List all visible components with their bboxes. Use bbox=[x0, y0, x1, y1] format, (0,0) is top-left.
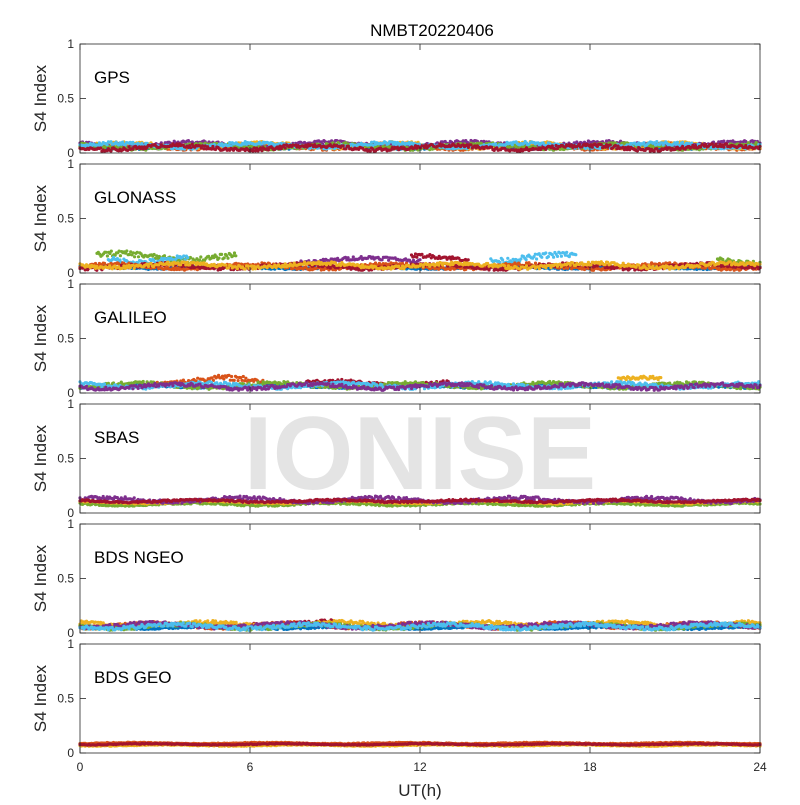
data-point bbox=[722, 146, 725, 149]
data-point bbox=[133, 255, 136, 258]
data-point bbox=[501, 258, 504, 261]
data-point bbox=[352, 255, 355, 258]
data-point bbox=[711, 142, 714, 145]
data-point bbox=[260, 149, 263, 152]
y-axis-title: S4 Index bbox=[31, 64, 50, 132]
data-point bbox=[233, 251, 236, 254]
data-point bbox=[559, 252, 562, 255]
data-point bbox=[186, 256, 189, 259]
data-point bbox=[525, 258, 528, 261]
data-point bbox=[506, 257, 509, 260]
data-point bbox=[574, 253, 577, 256]
data-point bbox=[642, 141, 645, 144]
data-point bbox=[119, 254, 122, 257]
data-point bbox=[217, 257, 220, 260]
data-point bbox=[467, 258, 470, 261]
data-point bbox=[600, 143, 603, 146]
data-point bbox=[535, 257, 538, 260]
data-point bbox=[234, 254, 237, 257]
data-point bbox=[369, 150, 372, 153]
data-point bbox=[418, 258, 421, 261]
data-point bbox=[519, 257, 522, 260]
data-point bbox=[220, 253, 223, 256]
data-point bbox=[547, 255, 550, 258]
data-point bbox=[540, 256, 543, 259]
data-point bbox=[226, 257, 229, 260]
data-point bbox=[676, 141, 679, 144]
data-point bbox=[110, 250, 113, 253]
data-point bbox=[106, 143, 109, 146]
plot-area bbox=[80, 44, 760, 153]
data-point bbox=[469, 143, 472, 146]
y-tick-label: 1 bbox=[67, 37, 74, 51]
data-point bbox=[106, 254, 109, 257]
data-point bbox=[565, 251, 568, 254]
data-point bbox=[99, 146, 102, 149]
data-point bbox=[556, 255, 559, 258]
data-point bbox=[609, 143, 612, 146]
data-point bbox=[725, 142, 728, 145]
data-point bbox=[420, 253, 423, 256]
data-point bbox=[137, 255, 140, 258]
data-point bbox=[552, 256, 555, 259]
data-point bbox=[284, 146, 287, 149]
data-point bbox=[163, 254, 166, 257]
data-point bbox=[560, 255, 563, 258]
data-point bbox=[544, 251, 547, 254]
data-point bbox=[342, 144, 345, 147]
figure-title: NMBT20220406 bbox=[370, 21, 494, 40]
data-point bbox=[223, 256, 226, 259]
data-point bbox=[681, 141, 684, 144]
data-point bbox=[131, 141, 134, 144]
data-point bbox=[125, 249, 128, 252]
panel-label: GPS bbox=[94, 68, 130, 87]
y-tick-label: 0.5 bbox=[57, 92, 74, 106]
data-point bbox=[199, 255, 202, 258]
